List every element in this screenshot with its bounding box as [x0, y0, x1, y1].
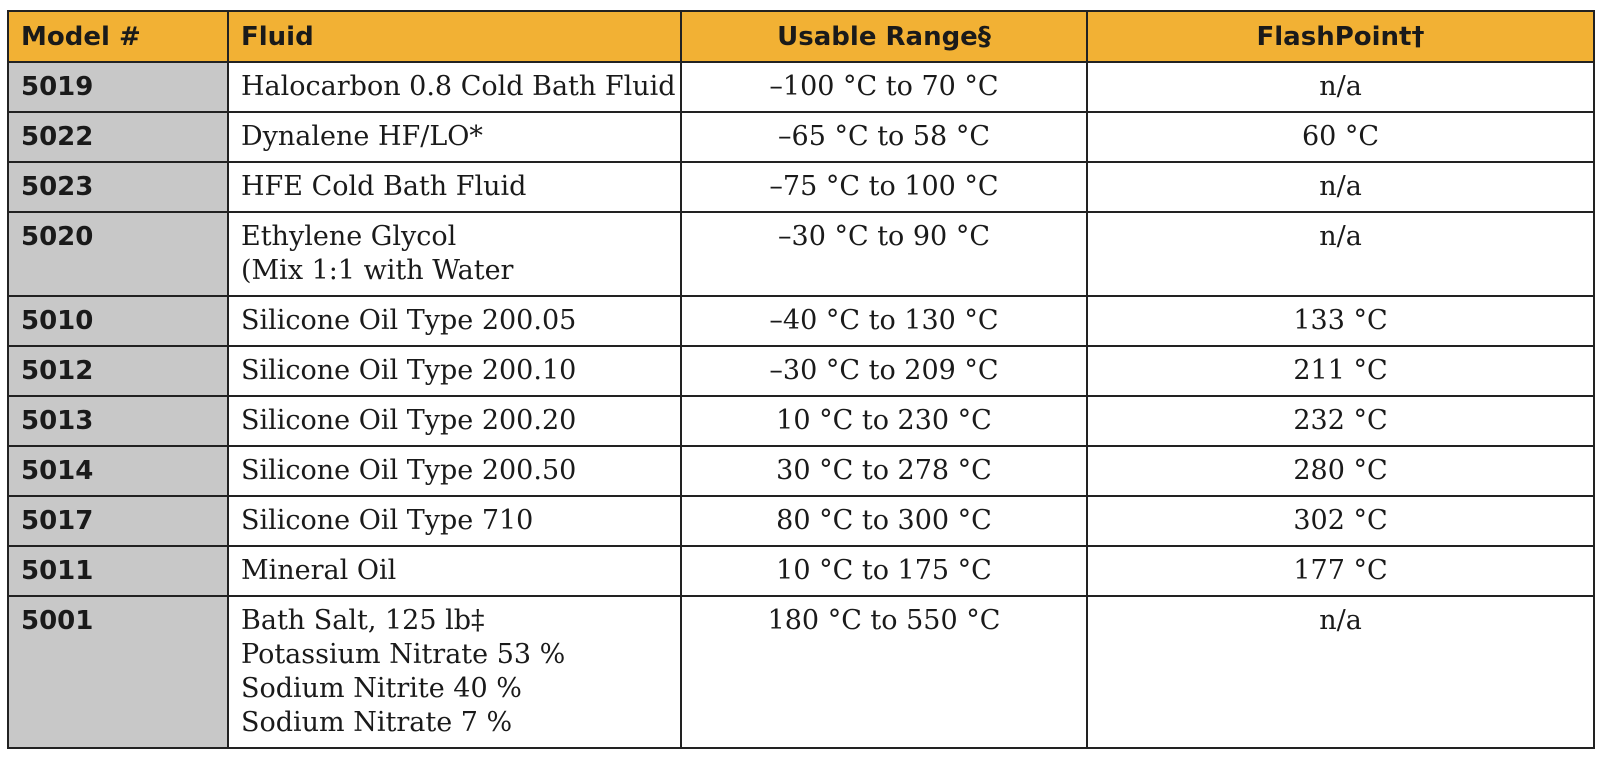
- usable-range-cell: 80 °C to 300 °C: [680, 495, 1088, 547]
- table-row: 5010 Silicone Oil Type 200.05 –40 °C to 13…: [7, 295, 1595, 347]
- usable-range-cell: 10 °C to 230 °C: [680, 395, 1088, 447]
- flashpoint-cell: 302 °C: [1086, 495, 1595, 547]
- fluid-line: Halocarbon 0.8 Cold Bath Fluid: [241, 71, 676, 102]
- usable-range-cell: 10 °C to 175 °C: [680, 545, 1088, 597]
- usable-range-cell: –40 °C to 130 °C: [680, 295, 1088, 347]
- fluid-cell: Silicone Oil Type 200.50: [227, 445, 682, 497]
- fluid-line: Mineral Oil: [241, 555, 397, 586]
- header-usable-range: Usable Range§: [680, 10, 1088, 63]
- fluid-cell: Silicone Oil Type 710: [227, 495, 682, 547]
- fluid-cell: Silicone Oil Type 200.20: [227, 395, 682, 447]
- fluid-line: Silicone Oil Type 710: [241, 505, 534, 536]
- table-row: 5011 Mineral Oil 10 °C to 175 °C 177 °C: [7, 545, 1595, 597]
- model-number-cell: 5013: [7, 395, 229, 447]
- fluid-cell: Dynalene HF/LO*: [227, 111, 682, 163]
- table-row: 5019 Halocarbon 0.8 Cold Bath Fluid –100 °…: [7, 61, 1595, 113]
- fluid-cell: Mineral Oil: [227, 545, 682, 597]
- model-number-cell: 5020: [7, 211, 229, 297]
- usable-range-cell: –30 °C to 209 °C: [680, 345, 1088, 397]
- table-row: 5023 HFE Cold Bath Fluid –75 °C to 100 °C n…: [7, 161, 1595, 213]
- model-number-cell: 5023: [7, 161, 229, 213]
- fluid-line: Silicone Oil Type 200.10: [241, 355, 577, 386]
- table-row: 5017 Silicone Oil Type 710 80 °C to 300 °C…: [7, 495, 1595, 547]
- fluid-line: Silicone Oil Type 200.50: [241, 455, 577, 486]
- model-number-cell: 5022: [7, 111, 229, 163]
- header-fluid: Fluid: [227, 10, 682, 63]
- model-number-cell: 5010: [7, 295, 229, 347]
- table-row: 5022 Dynalene HF/LO* –65 °C to 58 °C 60 °C: [7, 111, 1595, 163]
- flashpoint-cell: 232 °C: [1086, 395, 1595, 447]
- fluid-line: Sodium Nitrate 7 %: [241, 707, 513, 738]
- flashpoint-cell: n/a: [1086, 211, 1595, 297]
- fluid-line: Sodium Nitrite 40 %: [241, 673, 522, 704]
- model-number-cell: 5001: [7, 595, 229, 749]
- flashpoint-cell: 60 °C: [1086, 111, 1595, 163]
- table-row: 5001 Bath Salt, 125 lb‡ Potassium Nitrate …: [7, 595, 1595, 749]
- model-number-cell: 5012: [7, 345, 229, 397]
- fluid-line: Dynalene HF/LO*: [241, 121, 483, 152]
- usable-range-cell: –75 °C to 100 °C: [680, 161, 1088, 213]
- fluid-cell: Halocarbon 0.8 Cold Bath Fluid: [227, 61, 682, 113]
- usable-range-cell: –100 °C to 70 °C: [680, 61, 1088, 113]
- header-flashpoint: FlashPoint†: [1086, 10, 1595, 63]
- fluid-cell: Silicone Oil Type 200.05: [227, 295, 682, 347]
- header-model: Model #: [7, 10, 229, 63]
- model-number-cell: 5014: [7, 445, 229, 497]
- usable-range-cell: –30 °C to 90 °C: [680, 211, 1088, 297]
- fluid-cell: HFE Cold Bath Fluid: [227, 161, 682, 213]
- flashpoint-cell: 177 °C: [1086, 545, 1595, 597]
- flashpoint-cell: 211 °C: [1086, 345, 1595, 397]
- table-row: 5014 Silicone Oil Type 200.50 30 °C to 278…: [7, 445, 1595, 497]
- table-body: 5019 Halocarbon 0.8 Cold Bath Fluid –100 °…: [7, 61, 1595, 749]
- fluids-table-container: Model # Fluid Usable Range§ FlashPoint† …: [7, 10, 1595, 749]
- model-number-cell: 5017: [7, 495, 229, 547]
- header-row: Model # Fluid Usable Range§ FlashPoint†: [7, 10, 1595, 63]
- fluid-cell: Ethylene Glycol (Mix 1:1 with Water: [227, 211, 682, 297]
- model-number-cell: 5019: [7, 61, 229, 113]
- usable-range-cell: 30 °C to 278 °C: [680, 445, 1088, 497]
- usable-range-cell: 180 °C to 550 °C: [680, 595, 1088, 749]
- fluids-table: Model # Fluid Usable Range§ FlashPoint† …: [7, 10, 1595, 749]
- table-row: 5020 Ethylene Glycol (Mix 1:1 with Water –3…: [7, 211, 1595, 297]
- flashpoint-cell: 280 °C: [1086, 445, 1595, 497]
- fluid-cell: Silicone Oil Type 200.10: [227, 345, 682, 397]
- fluid-line: Bath Salt, 125 lb‡: [241, 605, 485, 636]
- flashpoint-cell: n/a: [1086, 161, 1595, 213]
- fluid-line: Ethylene Glycol: [241, 221, 457, 252]
- fluid-line: (Mix 1:1 with Water: [241, 255, 514, 286]
- fluid-line: Potassium Nitrate 53 %: [241, 639, 566, 670]
- fluid-cell: Bath Salt, 125 lb‡ Potassium Nitrate 53 %…: [227, 595, 682, 749]
- flashpoint-cell: 133 °C: [1086, 295, 1595, 347]
- table-row: 5013 Silicone Oil Type 200.20 10 °C to 230…: [7, 395, 1595, 447]
- fluid-line: Silicone Oil Type 200.20: [241, 405, 577, 436]
- flashpoint-cell: n/a: [1086, 61, 1595, 113]
- fluid-line: HFE Cold Bath Fluid: [241, 171, 527, 202]
- model-number-cell: 5011: [7, 545, 229, 597]
- table-row: 5012 Silicone Oil Type 200.10 –30 °C to 20…: [7, 345, 1595, 397]
- flashpoint-cell: n/a: [1086, 595, 1595, 749]
- usable-range-cell: –65 °C to 58 °C: [680, 111, 1088, 163]
- fluid-line: Silicone Oil Type 200.05: [241, 305, 577, 336]
